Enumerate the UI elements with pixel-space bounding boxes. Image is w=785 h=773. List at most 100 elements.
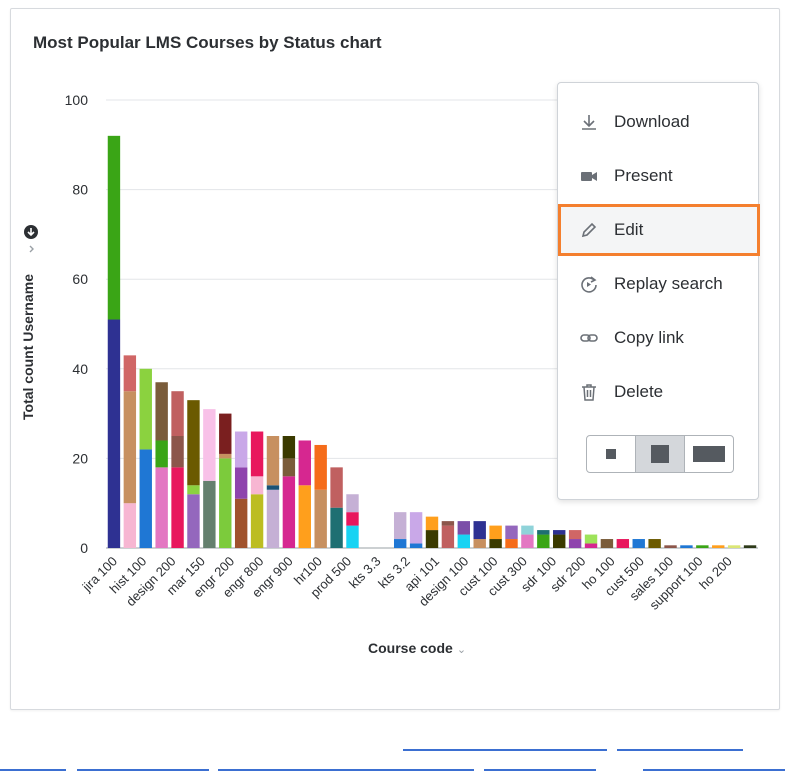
sort-down-icon[interactable]	[22, 218, 40, 258]
bar-segment	[600, 539, 614, 548]
link-underline[interactable]	[643, 769, 785, 771]
bar-segment	[409, 543, 423, 548]
x-tick-label: kts 3.3	[346, 554, 384, 592]
bar-segment	[632, 539, 645, 548]
bar-segment	[409, 512, 423, 544]
link-icon	[578, 327, 600, 349]
menu-item-label: Replay search	[614, 274, 723, 293]
bar-segment	[234, 498, 248, 548]
bar-segment	[489, 539, 502, 548]
bar-segment	[584, 543, 598, 548]
bar-segment	[712, 545, 725, 548]
bar-segment	[346, 494, 359, 513]
x-axis-label: Course code	[368, 640, 453, 656]
bar-segment	[266, 489, 280, 548]
link-underline[interactable]	[617, 749, 743, 751]
bar-segment	[171, 467, 184, 548]
bar-segment	[314, 444, 327, 490]
bar-segment	[187, 400, 200, 486]
bar-segment	[187, 494, 200, 548]
menu-item-copy-link[interactable]: Copy link	[558, 312, 758, 364]
menu-item-delete[interactable]: Delete	[558, 366, 758, 418]
y-tick-label: 40	[72, 361, 88, 377]
menu-item-replay-search[interactable]: Replay search	[558, 258, 758, 310]
bar-segment	[457, 521, 470, 535]
chart-title: Most Popular LMS Courses by Status chart	[33, 33, 382, 52]
bar-segment	[505, 539, 518, 548]
y-tick-label: 60	[72, 271, 88, 287]
y-axis-controls[interactable]	[22, 218, 40, 258]
bar-segment	[584, 534, 598, 544]
present-icon	[578, 165, 600, 187]
link-underline[interactable]	[218, 769, 474, 771]
bar-segment	[425, 530, 439, 548]
bar-segment	[123, 391, 137, 504]
x-axis-label-wrap[interactable]: Course code ⌄	[368, 640, 466, 656]
bar-segment	[521, 525, 534, 535]
size-toggle[interactable]	[586, 435, 734, 473]
replay-icon	[578, 273, 600, 295]
bar-segment	[393, 539, 407, 548]
bar-segment	[314, 489, 327, 548]
size-small-button[interactable]	[587, 436, 636, 472]
bar-segment	[155, 440, 168, 468]
bar-segment	[553, 534, 566, 548]
bar-segment	[107, 135, 121, 320]
bar-segment	[346, 512, 359, 526]
link-underline[interactable]	[403, 749, 607, 751]
bar-segment	[187, 485, 200, 495]
bar-segment	[727, 545, 741, 548]
x-tick-label: ho 200	[696, 554, 735, 593]
size-large-button[interactable]	[685, 436, 733, 472]
bar-segment	[282, 458, 296, 477]
edit-icon	[578, 219, 600, 241]
bar-segment	[266, 485, 280, 490]
bar-segment	[553, 530, 566, 535]
bar-segment	[489, 525, 502, 540]
bar-segment	[680, 545, 693, 548]
bar-segment	[441, 525, 455, 548]
link-underline[interactable]	[0, 769, 66, 771]
menu-item-present[interactable]: Present	[558, 150, 758, 202]
bar-segment	[648, 539, 661, 548]
footer-links	[0, 740, 785, 773]
y-tick-label: 100	[65, 92, 89, 108]
delete-icon	[578, 381, 600, 403]
bar-segment	[537, 530, 550, 535]
menu-item-label: Delete	[614, 382, 664, 401]
bar-segment	[330, 467, 343, 508]
bar-segment	[219, 458, 232, 548]
bar-segment	[425, 516, 439, 531]
menu-item-download[interactable]: Download	[558, 96, 758, 148]
bar-segment	[171, 391, 184, 436]
y-tick-label: 20	[72, 450, 88, 466]
bar-segment	[521, 534, 534, 548]
bar-segment	[473, 521, 486, 540]
y-axis-label: Total count Username	[20, 274, 36, 420]
bar-segment	[139, 449, 152, 548]
link-underline[interactable]	[484, 769, 596, 771]
bar-segment	[330, 507, 343, 548]
link-underline[interactable]	[77, 769, 209, 771]
bar-segment	[457, 534, 470, 548]
bar-segment	[219, 413, 232, 454]
bar-segment	[743, 545, 757, 548]
bar-segment	[266, 436, 280, 486]
size-medium-button[interactable]	[636, 436, 685, 472]
bar-segment	[282, 476, 296, 548]
y-tick-label: 80	[72, 182, 88, 198]
bar-segment	[505, 525, 518, 540]
menu-item-label: Present	[614, 166, 673, 185]
bar-segment	[568, 539, 582, 548]
bar-segment	[123, 355, 137, 392]
bar-segment	[282, 436, 296, 459]
bar-segment	[346, 525, 359, 548]
bar-segment	[473, 539, 486, 548]
bar-segment	[203, 480, 216, 548]
chevron-down-icon[interactable]: ⌄	[456, 644, 467, 656]
chart-context-menu: Download Present Edit Replay search Copy…	[557, 82, 760, 500]
bar-segment	[696, 545, 709, 548]
bar-segment	[234, 431, 248, 468]
menu-item-edit[interactable]: Edit	[558, 204, 760, 256]
menu-item-label: Copy link	[614, 328, 684, 347]
